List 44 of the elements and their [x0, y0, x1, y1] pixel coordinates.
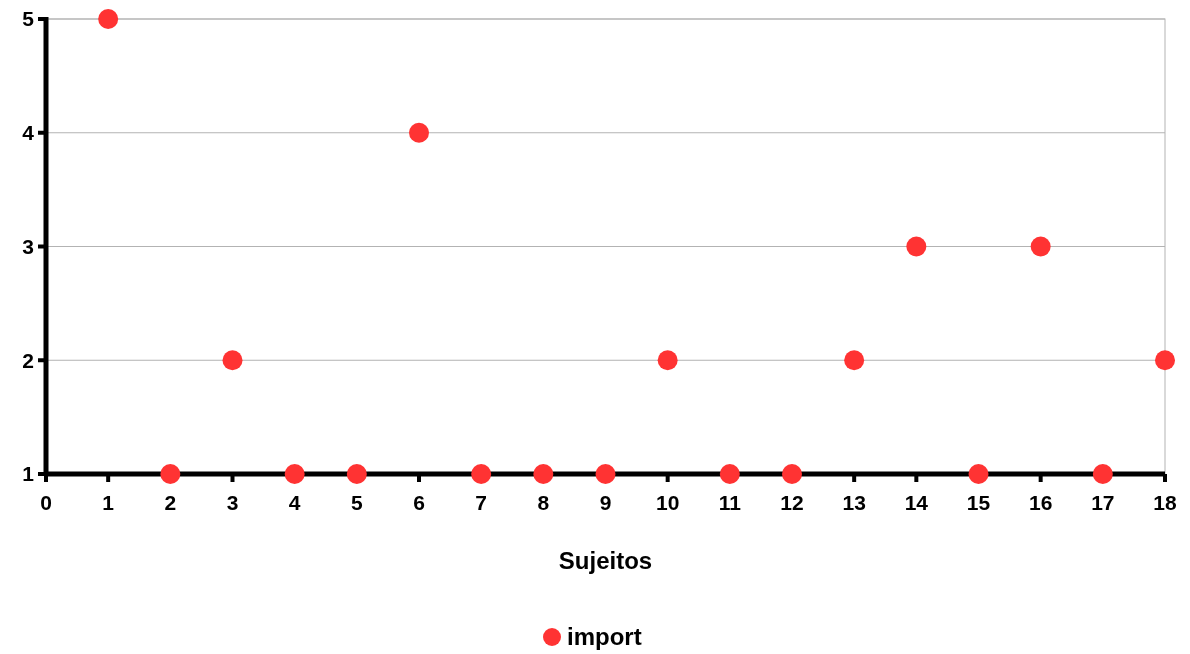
x-tick-label: 10 [655, 491, 680, 514]
x-tick-label: 11 [718, 491, 742, 514]
point [1092, 464, 1113, 484]
y-tick-label: 2 [22, 348, 34, 372]
x-tick-label: 7 [475, 491, 488, 514]
x-tick-label: 3 [226, 491, 239, 514]
x-tick-label: 5 [350, 491, 363, 514]
point [782, 464, 802, 484]
point [1155, 350, 1175, 371]
y-tick-label: 5 [22, 7, 35, 31]
point [284, 464, 305, 484]
y-tick-label: 3 [22, 234, 34, 258]
x-tick-label: 9 [599, 491, 612, 514]
x-tick-label: 14 [904, 491, 929, 514]
x-tick-label: 15 [966, 491, 991, 514]
x-tick-label: 13 [842, 491, 866, 514]
point [409, 122, 429, 143]
x-tick-label: 4 [288, 491, 301, 514]
point [471, 464, 492, 484]
point [160, 464, 181, 484]
x-tick-label: 8 [537, 491, 550, 514]
point [222, 350, 243, 371]
x-tick-label: 12 [780, 491, 804, 514]
legend-label: import [567, 623, 642, 651]
point [1030, 236, 1051, 257]
x-tick-label: 0 [40, 491, 52, 514]
point [968, 464, 989, 484]
point [844, 350, 865, 371]
point [719, 464, 740, 484]
y-tick-label: 1 [22, 462, 35, 486]
y-tick-label: 4 [22, 121, 35, 145]
x-tick-label: 1 [102, 491, 115, 514]
x-tick-label: 16 [1028, 491, 1053, 514]
point [657, 350, 678, 371]
point [906, 236, 927, 257]
point [533, 464, 554, 484]
point [98, 9, 119, 29]
x-tick-label: 2 [164, 491, 177, 514]
x-tick-label: 18 [1153, 491, 1177, 514]
x-axis-title: Sujeitos [558, 547, 653, 574]
x-tick-label: 6 [413, 491, 425, 514]
point [595, 464, 616, 484]
point [346, 464, 367, 484]
x-tick-label: 17 [1091, 491, 1115, 514]
